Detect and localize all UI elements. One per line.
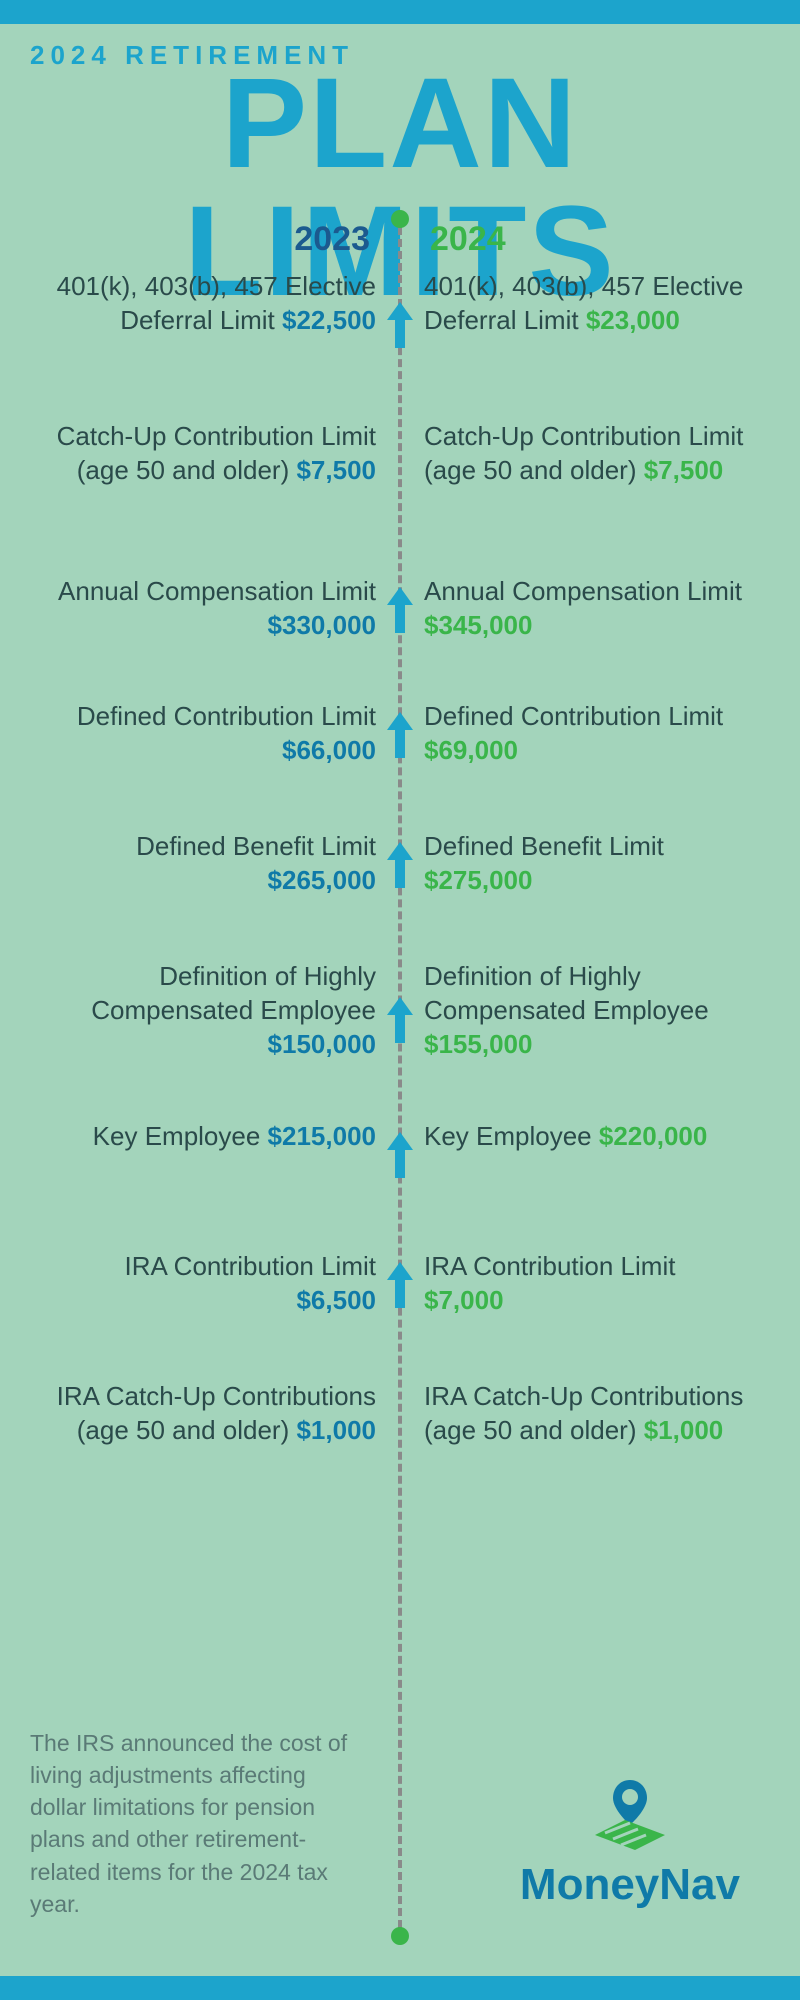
- limit-value: $215,000: [268, 1121, 376, 1151]
- limit-value: $7,500: [644, 455, 724, 485]
- limit-value: $345,000: [424, 610, 532, 640]
- limit-value: $330,000: [268, 610, 376, 640]
- limit-label: IRA Contribution Limit: [125, 1251, 376, 1281]
- limit-label: Definition of Highly Compensated Employe…: [424, 961, 709, 1025]
- limit-2024: Catch-Up Contribution Limit (age 50 and …: [400, 420, 760, 488]
- limit-label: Annual Compensation Limit: [58, 576, 376, 606]
- year-2024: 2024: [400, 220, 506, 259]
- limit-2023: IRA Contribution Limit $6,500: [40, 1250, 400, 1318]
- limit-2023: 401(k), 403(b), 457 Elective Deferral Li…: [40, 270, 400, 338]
- top-bar: [0, 0, 800, 24]
- limit-label: Key Employee: [424, 1121, 599, 1151]
- timeline-dot-bottom: [391, 1927, 409, 1945]
- limit-value: $275,000: [424, 865, 532, 895]
- limit-label: Defined Contribution Limit: [424, 701, 723, 731]
- limit-value: $69,000: [424, 735, 518, 765]
- limit-label: Definition of Highly Compensated Employe…: [91, 961, 376, 1025]
- limit-value: $6,500: [296, 1285, 376, 1315]
- limit-2023: Catch-Up Contribution Limit (age 50 and …: [40, 420, 400, 488]
- limit-2024: Defined Benefit Limit $275,000: [400, 830, 760, 898]
- limit-value: $155,000: [424, 1029, 532, 1059]
- limit-label: IRA Contribution Limit: [424, 1251, 675, 1281]
- limit-value: $7,000: [424, 1285, 504, 1315]
- limit-value: $265,000: [268, 865, 376, 895]
- limit-value: $150,000: [268, 1029, 376, 1059]
- limit-value: $1,000: [296, 1415, 376, 1445]
- up-arrow-icon: [383, 840, 417, 890]
- limit-label: 401(k), 403(b), 457 Elective Deferral Li…: [424, 271, 743, 335]
- limit-2023: Annual Compensation Limit $330,000: [40, 575, 400, 643]
- limit-2023: Key Employee $215,000: [40, 1120, 400, 1154]
- up-arrow-icon: [383, 585, 417, 635]
- bottom-bar: [0, 1976, 800, 2000]
- limit-value: $220,000: [599, 1121, 707, 1151]
- limit-label: Defined Benefit Limit: [136, 831, 376, 861]
- limit-2023: IRA Catch-Up Contributions (age 50 and o…: [40, 1380, 400, 1448]
- limit-value: $7,500: [296, 455, 376, 485]
- limit-value: $22,500: [282, 305, 376, 335]
- limit-2023: Defined Benefit Limit $265,000: [40, 830, 400, 898]
- up-arrow-icon: [383, 300, 417, 350]
- limit-label: Defined Contribution Limit: [77, 701, 376, 731]
- limit-2024: 401(k), 403(b), 457 Elective Deferral Li…: [400, 270, 760, 338]
- limit-2024: Annual Compensation Limit $345,000: [400, 575, 760, 643]
- limit-2023: Defined Contribution Limit $66,000: [40, 700, 400, 768]
- up-arrow-icon: [383, 710, 417, 760]
- limit-2024: IRA Contribution Limit $7,000: [400, 1250, 760, 1318]
- limit-label: Annual Compensation Limit: [424, 576, 742, 606]
- limit-2024: Key Employee $220,000: [400, 1120, 760, 1154]
- limit-value: $23,000: [586, 305, 680, 335]
- footer-description: The IRS announced the cost of living adj…: [30, 1727, 360, 1920]
- up-arrow-icon: [383, 1260, 417, 1310]
- limit-2023: Definition of Highly Compensated Employe…: [40, 960, 400, 1061]
- limit-2024: Defined Contribution Limit $69,000: [400, 700, 760, 768]
- year-2023: 2023: [294, 220, 400, 259]
- moneynav-logo: MoneyNav: [520, 1775, 740, 1910]
- logo-text: MoneyNav: [520, 1860, 740, 1910]
- limit-2024: IRA Catch-Up Contributions (age 50 and o…: [400, 1380, 760, 1448]
- limit-value: $66,000: [282, 735, 376, 765]
- limit-value: $1,000: [644, 1415, 724, 1445]
- logo-icon: [575, 1775, 685, 1855]
- up-arrow-icon: [383, 1130, 417, 1180]
- limit-label: Key Employee: [93, 1121, 268, 1151]
- limit-label: Defined Benefit Limit: [424, 831, 664, 861]
- up-arrow-icon: [383, 995, 417, 1045]
- limit-2024: Definition of Highly Compensated Employe…: [400, 960, 760, 1061]
